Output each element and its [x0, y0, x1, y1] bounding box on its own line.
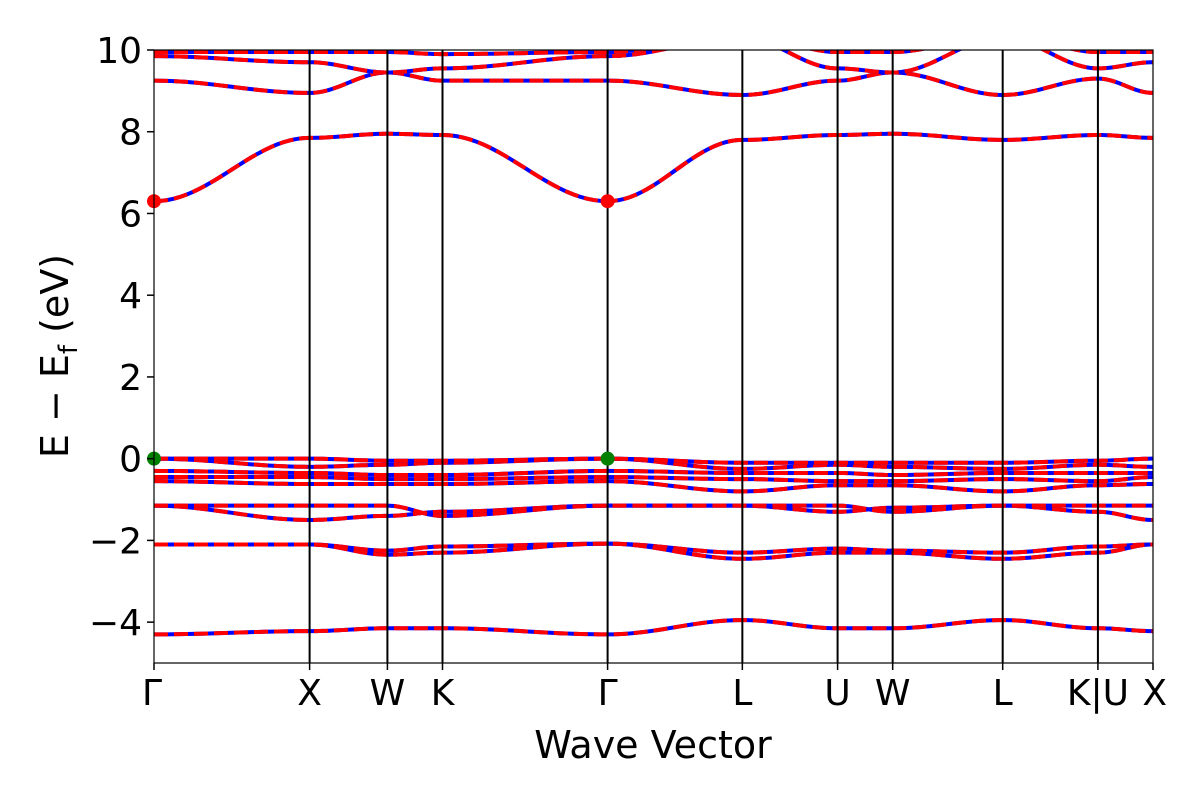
y-tick-label: −4 [89, 603, 142, 644]
x-axis-ticks: Γ X W K Γ L U W L K|U X [142, 663, 1167, 714]
x-tick-label: K [431, 673, 456, 714]
x-tick-label: X [1142, 673, 1167, 714]
cbm-marker [600, 194, 615, 209]
plot-frame [153, 49, 1154, 664]
y-tick-label: 8 [119, 113, 142, 154]
band-line-spin-down [154, 50, 1153, 75]
x-tick-label: L [732, 673, 752, 714]
y-tick-label: −2 [89, 521, 142, 562]
y-axis-ticks: −4 −2 0 2 4 6 8 10 [89, 31, 154, 644]
y-axis-label-main: E − E [33, 354, 77, 458]
x-tick-label: W [370, 673, 406, 714]
kpoint-lines [308, 50, 1099, 663]
band-edge-markers [147, 194, 615, 466]
x-tick-label: K|U [1067, 673, 1129, 714]
band-line-spin-down [154, 131, 1153, 204]
y-axis-label-sub: f [54, 344, 84, 354]
x-tick-label: Γ [598, 673, 618, 714]
y-tick-label: 6 [119, 194, 142, 235]
x-axis-label: Wave Vector [534, 723, 772, 767]
y-axis-label-unit: (eV) [33, 254, 77, 345]
y-tick-label: 10 [96, 31, 142, 72]
x-tick-label: U [824, 673, 850, 714]
x-tick-label: X [297, 673, 322, 714]
y-tick-label: 0 [119, 440, 142, 481]
x-tick-label: L [993, 673, 1013, 714]
vbm-marker [600, 451, 615, 466]
band-line-spin-down [154, 50, 1153, 57]
x-tick-label: Γ [142, 673, 162, 714]
y-tick-label: 4 [119, 276, 142, 317]
y-tick-label: 2 [119, 358, 142, 399]
y-axis-label: E − Ef (eV) [33, 254, 84, 458]
x-tick-label: W [875, 673, 911, 714]
